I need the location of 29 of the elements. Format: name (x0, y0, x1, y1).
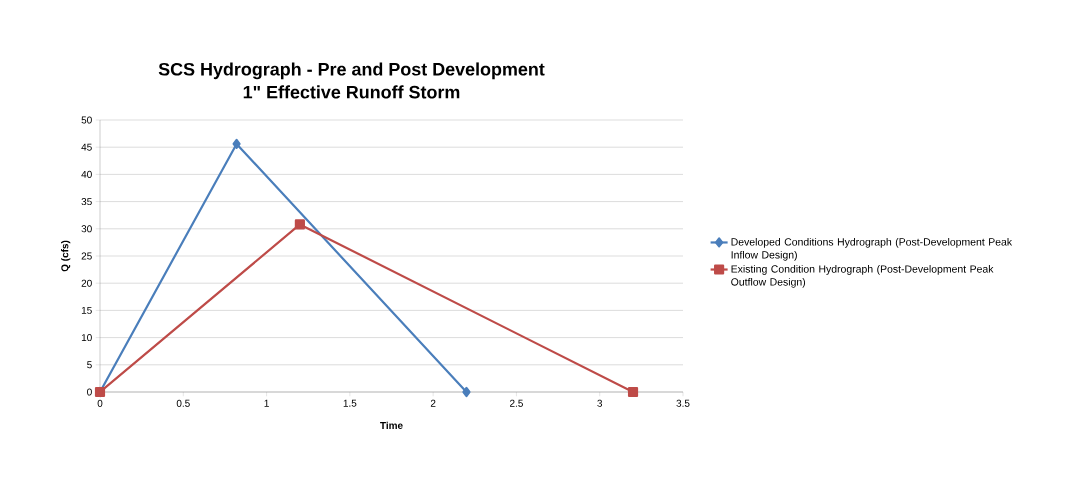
y-tick-label: 40 (81, 170, 92, 178)
point (294, 219, 305, 230)
y-tick-label: 10 (81, 334, 92, 342)
y-tick-label: 5 (87, 361, 92, 369)
x-tick-label: 3 (597, 399, 603, 407)
x-tick-label: 1 (264, 399, 269, 407)
point (627, 386, 639, 398)
y-tick-label: 30 (81, 225, 92, 233)
x-tick-label: 1.5 (343, 399, 357, 407)
y-axis-title: Q (cfs) (61, 240, 71, 272)
y-tick-label: 45 (81, 143, 92, 151)
y-tick-label: 50 (81, 116, 92, 124)
x-axis-title: Time (380, 421, 403, 429)
x-tick-label: 3.5 (676, 399, 690, 407)
y-tick-label: 15 (81, 306, 92, 314)
y-tick-label: 0 (87, 388, 92, 396)
x-tick-label: 0 (97, 399, 103, 407)
y-tick-label: 35 (81, 198, 92, 206)
y-tick-label: 20 (81, 279, 92, 287)
point (232, 138, 241, 150)
chart-title: SCS Hydrograph - Pre and Post Development (158, 62, 545, 80)
chart-subtitle: 1" Effective Runoff Storm (243, 85, 460, 99)
y-tick-label: 25 (81, 252, 92, 260)
legend-label: Existing Condition Hydrograph (Post-Development Peak Outflow Design) (731, 264, 994, 288)
x-tick-label: 0.5 (176, 399, 190, 407)
x-tick-label: 2 (430, 399, 436, 407)
point (462, 386, 471, 398)
legend-label: Developed Conditions Hydrograph (Post-Development Peak Inflow Design) (731, 237, 1013, 261)
x-tick-label: 2.5 (510, 399, 523, 407)
